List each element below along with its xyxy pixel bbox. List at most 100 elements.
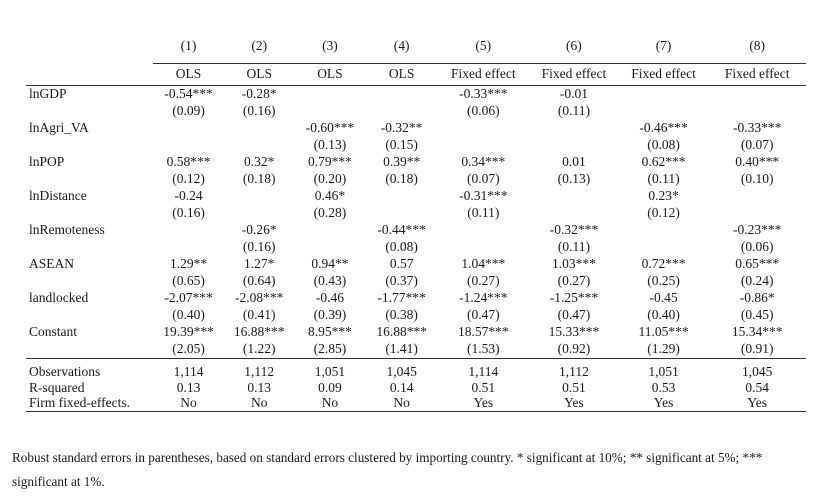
table-row: Constant 19.39*** 16.88*** 8.95*** 16.88*** 1… (26, 324, 806, 341)
table-row: (0.13) (0.15) (0.08) (0.07) (26, 137, 806, 155)
std-error-cell: (0.18) (242, 170, 276, 186)
coefficient-cell: -2.08*** (235, 290, 284, 305)
variable-label: lnGDP (26, 85, 153, 103)
stat-value: 0.54 (745, 379, 769, 395)
std-error-cell: (0.11) (557, 102, 590, 118)
column-number: (1) (180, 38, 197, 53)
stat-value: 0.51 (562, 379, 586, 395)
std-error-cell: (0.15) (385, 136, 418, 152)
coefficient-cell: 18.57*** (457, 324, 509, 339)
std-error-cell: (0.39) (313, 306, 347, 322)
stat-value: 0.14 (389, 379, 414, 395)
std-error-cell (529, 205, 619, 223)
stat-value: 0.09 (318, 379, 342, 395)
std-error-cell: (0.11) (557, 238, 590, 254)
std-error-cell: (0.18) (385, 170, 418, 186)
coefficient-cell (618, 85, 709, 103)
coefficient-cell: -0.45 (649, 290, 678, 305)
stats-row: R-squared 0.13 0.13 0.09 0.14 0.51 0.51 0.53 0.5… (26, 380, 806, 396)
std-error-cell: (0.13) (557, 170, 591, 186)
coefficient-cell: 0.40*** (735, 154, 780, 169)
std-error-cell: (0.09) (172, 102, 205, 118)
column-number: (6) (566, 38, 582, 53)
coefficient-cell: 1.27* (244, 256, 275, 271)
std-error-cell: (0.24) (740, 272, 774, 288)
coefficient-cell: -0.32** (380, 120, 423, 135)
column-method: OLS (294, 62, 366, 86)
variable-label: ASEAN (29, 256, 75, 271)
coefficient-cell (294, 222, 366, 239)
coefficient-cell: 0.39** (383, 154, 421, 169)
coefficient-cell: 0.94** (311, 256, 349, 271)
std-error-cell: (0.12) (172, 170, 205, 186)
coefficient-cell: -0.01 (529, 85, 619, 103)
regression-table: (1) (2) (3) (4) (5) (6) (7) (8) OLS OLS … (26, 34, 806, 412)
variable-label: landlocked (29, 290, 89, 305)
std-error-cell: (0.43) (313, 272, 347, 288)
table-row: lnGDP -0.54*** -0.28* -0.33*** -0.01 (26, 85, 806, 103)
coefficient-cell: 0.46* (314, 188, 346, 203)
coefficient-cell: -0.23*** (733, 222, 782, 237)
column-method: OLS (152, 62, 225, 86)
std-error-cell: (0.27) (557, 272, 591, 288)
std-error-cell: (0.16) (172, 204, 205, 220)
coefficient-cell (708, 188, 806, 205)
coefficient-cell: 0.01 (562, 154, 586, 169)
table-row: lnDistance -0.24 0.46* -0.31*** 0.23* (26, 188, 806, 205)
table-footnote: Robust standard errors in parentheses, b… (12, 450, 763, 489)
std-error-cell: (0.08) (385, 238, 418, 254)
coefficient-cell: -0.33*** (437, 85, 530, 103)
table-row: landlocked -2.07*** -2.08*** -0.46 -1.77*** -… (26, 290, 806, 307)
coefficient-cell: 1.03*** (551, 256, 596, 271)
stat-label: Observations (26, 358, 153, 380)
coefficient-cell (365, 85, 438, 103)
std-error-cell: (2.05) (172, 340, 205, 356)
coefficient-cell: -0.46 (315, 290, 344, 305)
coefficient-cell (153, 120, 225, 137)
std-error-cell: (0.16) (242, 238, 276, 254)
std-error-cell: (0.38) (385, 306, 418, 322)
coefficient-cell: 15.33*** (548, 324, 600, 339)
std-error-cell (224, 137, 294, 155)
variable-label: lnPOP (29, 154, 65, 169)
stat-value: 1,112 (529, 358, 619, 380)
stat-value: No (365, 395, 438, 412)
coefficient-cell: -0.46*** (639, 120, 688, 135)
stats-row: Observations 1,114 1,112 1,051 1,045 1,114 1,1… (26, 358, 806, 380)
variable-label: lnAgri_VA (29, 120, 89, 135)
std-error-cell: (0.12) (647, 204, 680, 220)
coefficient-cell: -1.77*** (377, 290, 426, 305)
column-method: OLS (224, 62, 295, 86)
coefficient-cell: -0.28* (224, 85, 295, 103)
stat-value: Yes (529, 395, 619, 412)
std-error-cell: (0.06) (466, 102, 500, 118)
table-row: (0.09) (0.16) (0.06) (0.11) (26, 103, 806, 121)
coefficient-cell (529, 188, 619, 205)
column-method: Fixed effect (618, 62, 709, 86)
stat-value: 1,112 (224, 358, 295, 380)
coefficient-cell (224, 120, 294, 137)
std-error-cell: (0.13) (313, 136, 347, 152)
std-error-cell (366, 205, 438, 223)
std-error-cell: (0.27) (466, 272, 500, 288)
std-error-cell: (0.91) (740, 340, 774, 356)
std-error-cell (437, 239, 529, 257)
coefficient-cell: 0.23* (648, 188, 679, 203)
std-error-cell (708, 205, 806, 223)
table-row: ASEAN 1.29** 1.27* 0.94** 0.57 1.04*** 1.03***… (26, 256, 806, 273)
std-error-cell: (0.08) (647, 136, 680, 152)
std-error-cell (619, 103, 709, 121)
method-row: OLS OLS OLS OLS Fixed effect Fixed effec… (26, 62, 806, 86)
stat-value: 1,045 (365, 358, 438, 380)
table-row: (0.40) (0.41) (0.39) (0.38) (0.47) (0.47) (0.4… (26, 307, 806, 325)
table-row: (0.16) (0.08) (0.11) (0.06) (26, 239, 806, 257)
coefficient-cell: 1.29** (169, 256, 208, 271)
coefficient-cell (153, 222, 225, 239)
table-body: lnGDP -0.54*** -0.28* -0.33*** -0.01 (0.09) (0… (26, 85, 806, 412)
std-error-cell: (0.40) (172, 306, 205, 322)
stat-value: 1,045 (708, 358, 806, 380)
coefficient-cell: 19.39*** (163, 324, 214, 339)
coefficient-cell (366, 188, 438, 205)
variable-label: lnRemoteness (29, 222, 105, 237)
stat-value: Yes (708, 395, 806, 412)
